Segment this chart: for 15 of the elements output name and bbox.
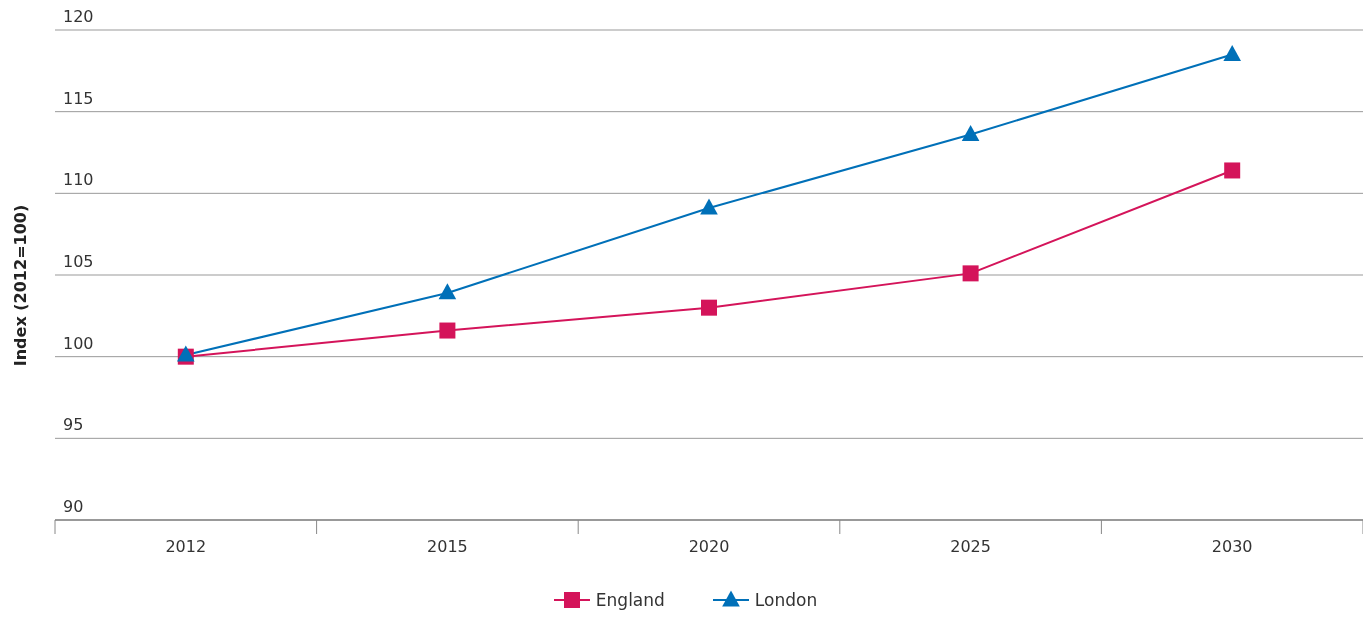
y-tick-label: 90 [63, 497, 84, 516]
x-tick-label: 2015 [427, 537, 468, 556]
x-tick-label: 2012 [165, 537, 207, 556]
legend-label: England [594, 590, 665, 610]
x-tick-label: 2020 [688, 537, 730, 556]
y-tick-label: 120 [63, 7, 94, 26]
x-tick-label: 2025 [950, 537, 991, 556]
y-tick-label: 95 [63, 415, 84, 435]
y-tick-label: 110 [63, 170, 94, 190]
legend-label: London [753, 590, 818, 610]
y-tick-label: 115 [63, 88, 94, 108]
y-tick-label: 100 [63, 333, 94, 353]
y-axis-title: Index (2012=100) [10, 204, 30, 366]
y-tick-label: 105 [63, 252, 94, 271]
x-tick-label: 2030 [1211, 537, 1253, 556]
